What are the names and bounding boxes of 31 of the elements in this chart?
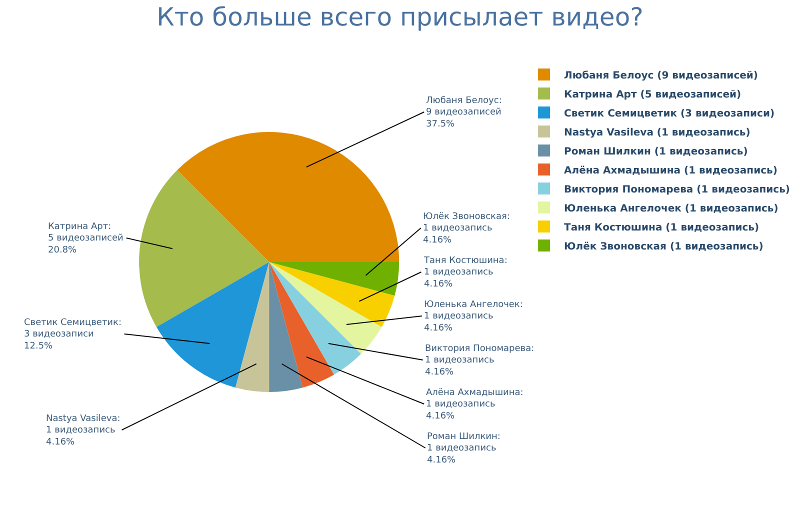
pie-slice (269, 262, 362, 375)
legend-label: Катрина Арт (5 видеозаписей) (564, 89, 742, 100)
legend-label: Роман Шилкин (1 видеозапись) (564, 146, 748, 158)
pie-slice (235, 262, 270, 392)
legend-label: Юлёк Звоновская (1 видеозапись) (564, 241, 764, 252)
data-label: Юленька Ангелочек: 1 видеозапись 4.16% (424, 300, 523, 334)
chart-title: Кто больше всего присылает видео? (156, 2, 644, 32)
data-label: Светик Семицветик: 3 видеозаписи 12.5% (24, 318, 122, 352)
pie-slice (156, 262, 270, 388)
pie-slice (269, 262, 400, 296)
data-label: Любаня Белоус: 9 видеозаписей 37.5% (426, 96, 502, 130)
data-label: Nastya Vasileva: 1 видеозапись 4.16% (46, 414, 120, 448)
pie-slice (269, 262, 395, 328)
legend-label: Виктория Пономарева (1 видеозапись) (564, 184, 790, 196)
pie-slice (269, 262, 382, 354)
data-label: Таня Костюшина: 1 видеозапись 4.16% (423, 256, 508, 290)
pie-slice (139, 170, 270, 328)
legend-label: Таня Костюшина (1 видеозапись) (564, 222, 760, 234)
data-label: Виктория Пономарева: 1 видеозапись 4.16% (425, 344, 534, 378)
pie-slice (177, 132, 400, 262)
legend-label: Алёна Ахмадышина (1 видеозапись) (564, 165, 778, 176)
data-label: Катрина Арт: 5 видеозаписей 20.8% (48, 222, 124, 256)
data-label: Юлёк Звоновская: 1 видеозапись 4.16% (423, 212, 510, 246)
legend-label: Юленька Ангелочек (1 видеозапись) (564, 203, 778, 214)
data-label: Роман Шилкин: 1 видеозапись 4.16% (427, 432, 500, 466)
pie-slice (269, 262, 303, 392)
legend-label: Nastya Vasileva (1 видеозапись) (564, 127, 750, 138)
data-label: Алёна Ахмадышина: 1 видеозапись 4.16% (426, 388, 524, 422)
legend-label: Любаня Белоус (9 видеозаписей) (564, 70, 758, 82)
pie-slice (269, 262, 334, 388)
legend-label: Светик Семицветик (3 видеозаписи) (564, 108, 775, 120)
